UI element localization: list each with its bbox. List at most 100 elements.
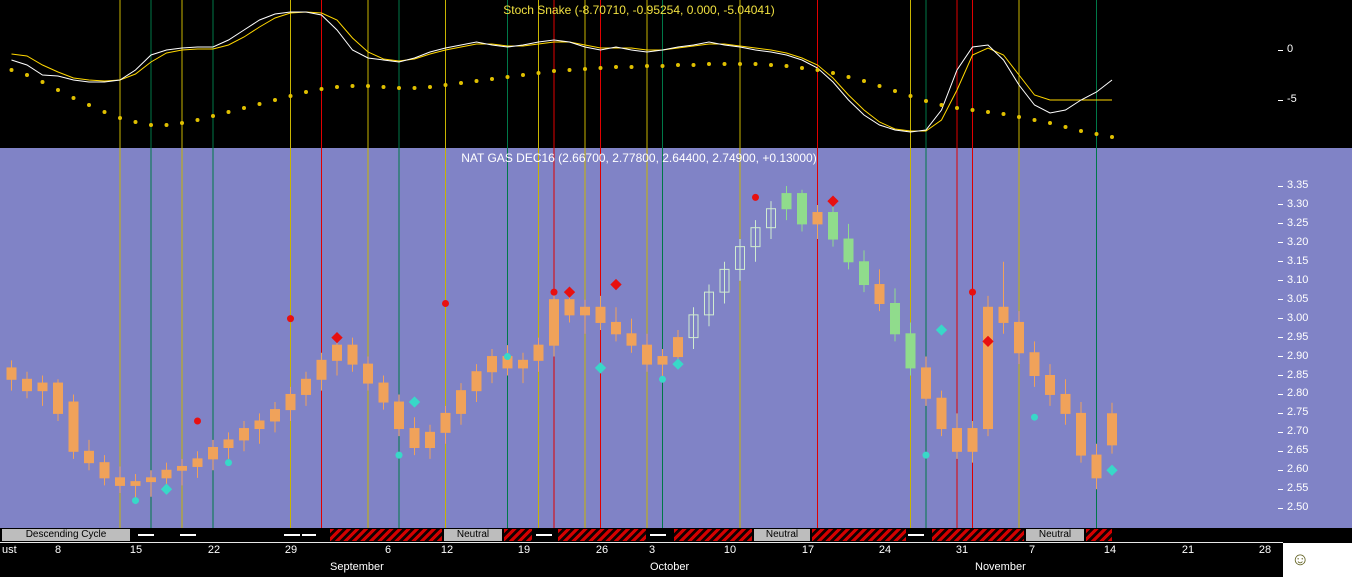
candle-body xyxy=(843,238,854,263)
stoch-dotted-line-point xyxy=(800,66,804,70)
stoch-dotted-line-point xyxy=(505,75,510,79)
stoch-dotted-line-point xyxy=(133,120,138,124)
stoch-dotted-line-point xyxy=(211,114,215,118)
stoch-dotted-line-point xyxy=(521,73,525,77)
status-smiley-box[interactable]: ☺ xyxy=(1283,543,1352,577)
smiley-icon[interactable]: ☺ xyxy=(1291,549,1310,569)
price-right-axis: 3.35 3.30 3.25 3.20 3.15 3.10 3.05 3.00 2.95 2.90… xyxy=(1278,148,1352,528)
candle-body xyxy=(890,302,900,335)
stoch-dotted-line-point xyxy=(87,103,91,107)
candle-body xyxy=(967,428,978,452)
candle-body xyxy=(22,378,32,392)
candle-body xyxy=(905,333,916,369)
stoch-dotted-line-point xyxy=(25,73,29,77)
price-axis-label: 2.90 xyxy=(1287,349,1309,362)
candle-body xyxy=(874,284,885,304)
date-tick-label: 7 xyxy=(1028,544,1036,556)
candle-body xyxy=(1029,352,1040,376)
candle-body xyxy=(595,306,606,323)
date-tick-label: 6 xyxy=(384,544,392,556)
price-axis-tick xyxy=(1278,412,1283,414)
price-axis-tick xyxy=(1278,393,1283,395)
stoch-axis-tick xyxy=(1278,49,1283,51)
ribbon-dash xyxy=(908,534,924,536)
candle-body xyxy=(611,321,621,335)
candle-body xyxy=(533,344,544,361)
stoch-axis-tick xyxy=(1278,99,1283,101)
price-axis-tick xyxy=(1278,507,1283,509)
signal-cyan-diamond xyxy=(672,358,684,370)
date-tick-label: 10 xyxy=(723,544,737,556)
price-axis-tick xyxy=(1278,299,1283,301)
stoch-dotted-line-point xyxy=(397,86,401,90)
signal-cyan-dot xyxy=(1031,413,1038,421)
candle-body xyxy=(518,359,528,369)
signal-cyan-dot xyxy=(132,497,139,505)
price-axis-label: 3.20 xyxy=(1287,235,1309,248)
ribbon-dash xyxy=(650,534,666,536)
stoch-plot-canvas[interactable] xyxy=(0,0,1278,148)
stoch-dotted-line-point xyxy=(1063,125,1068,129)
month-label: September xyxy=(330,561,384,573)
ribbon-hatch xyxy=(674,529,752,541)
stoch-dotted-line-point xyxy=(102,110,107,114)
signal-red-dot xyxy=(442,299,449,307)
ribbon-hatch xyxy=(1086,529,1112,541)
stoch-dotted-line-point xyxy=(691,63,696,67)
date-tick-label: 12 xyxy=(440,544,454,556)
stoch-title: Stoch Snake (-8.70710, -0.95254, 0.000, … xyxy=(503,3,775,17)
candle-body xyxy=(983,306,993,430)
date-tick-label: 19 xyxy=(517,544,531,556)
date-tick-label: 3 xyxy=(648,544,656,556)
month-label: November xyxy=(975,561,1026,573)
candle-body xyxy=(456,390,466,414)
candle-body xyxy=(161,469,172,479)
candle-body xyxy=(1060,393,1071,414)
stoch-dotted-line-point xyxy=(180,121,184,125)
stoch-white-line xyxy=(11,11,1113,133)
date-tick-label: 29 xyxy=(284,544,298,556)
ribbon-label: Neutral xyxy=(754,529,810,541)
stoch-dotted-line-point xyxy=(908,94,913,98)
stoch-yellow-line xyxy=(11,11,1112,132)
candle-body xyxy=(1107,413,1117,446)
stoch-dotted-line-point xyxy=(474,79,479,83)
signal-cyan-diamond xyxy=(1106,464,1118,476)
signal-cyan-diamond xyxy=(594,362,607,374)
price-axis-label: 2.70 xyxy=(1287,425,1309,438)
price-axis-label: 3.10 xyxy=(1287,273,1309,286)
date-tick-label: ust xyxy=(2,544,17,556)
candle-body xyxy=(1045,375,1055,395)
signal-cyan-dot xyxy=(922,451,930,459)
stoch-dotted-line-point xyxy=(877,84,882,88)
stoch-dotted-line-point xyxy=(1017,115,1021,119)
candle-body xyxy=(921,367,931,399)
signal-red-dot xyxy=(287,315,294,323)
stoch-dotted-line-point xyxy=(164,123,169,127)
signal-red-diamond xyxy=(331,331,343,344)
price-axis-label: 2.95 xyxy=(1287,330,1309,343)
stoch-dotted-line-point xyxy=(707,62,711,66)
stoch-dotted-line-point xyxy=(567,68,572,72)
stoch-dotted-line-point xyxy=(676,63,680,67)
stoch-dotted-line-point xyxy=(955,106,959,110)
candle-body xyxy=(378,382,389,403)
ribbon-dash xyxy=(138,534,154,536)
month-axis: September October November xyxy=(0,559,1283,577)
price-axis-label: 2.50 xyxy=(1287,501,1309,514)
stoch-dotted-line-point xyxy=(598,66,603,70)
stoch-indicator-panel xyxy=(0,0,1278,148)
stoch-dotted-line-point xyxy=(56,88,60,92)
price-plot-canvas[interactable] xyxy=(0,148,1278,528)
stoch-dotted-line-point xyxy=(381,85,386,89)
price-axis-tick xyxy=(1278,488,1283,490)
stoch-dotted-line-point xyxy=(660,64,665,68)
candle-body xyxy=(766,208,776,229)
signal-red-dot xyxy=(550,288,558,296)
price-axis-tick xyxy=(1278,223,1283,225)
candle-body xyxy=(301,378,311,395)
candle-body xyxy=(797,193,807,225)
price-axis-label: 3.15 xyxy=(1287,254,1309,267)
price-axis-tick xyxy=(1278,375,1283,376)
